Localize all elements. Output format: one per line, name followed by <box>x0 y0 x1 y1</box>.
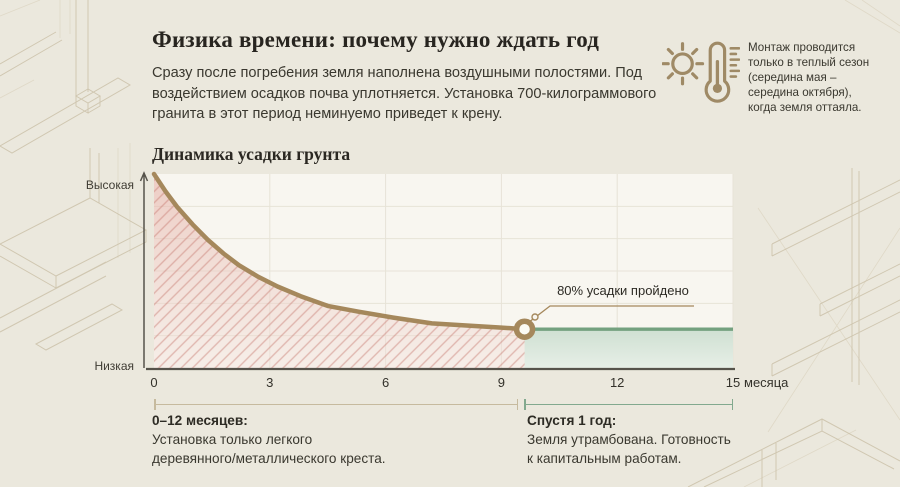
x-tick-label: 0 <box>150 375 158 390</box>
settlement-chart <box>139 171 735 371</box>
season-note: Монтаж проводится только в теплый сезон … <box>662 36 900 115</box>
annotation-leader-dot <box>531 313 539 321</box>
timeline-right-title: Спустя 1 год: <box>527 413 617 428</box>
timeline-right: Спустя 1 год: Земля утрамбована. Готовно… <box>527 413 777 469</box>
x-axis-unit: месяца <box>744 375 789 390</box>
x-tick-label: 12 <box>609 375 625 390</box>
chart-title: Динамика усадки грунта <box>152 144 351 164</box>
sun-icon <box>662 42 705 86</box>
chart-annotation: 80% усадки пройдено <box>557 283 689 298</box>
page-title: Физика времени: почему нужно ждать год <box>152 27 600 52</box>
settlement-curve <box>151 171 527 332</box>
y-axis-arrow <box>139 171 149 368</box>
milestone-marker <box>513 318 536 340</box>
timeline-left: 0–12 месяцев: Установка только легкого д… <box>152 413 482 469</box>
timeline-left-title: 0–12 месяцев: <box>152 413 248 428</box>
y-axis-label-low: Низкая <box>94 359 134 373</box>
x-tick-label: 9 <box>497 375 506 390</box>
x-tick-label: 3 <box>266 375 274 390</box>
x-tick-label: 6 <box>381 375 390 390</box>
timeline-left-text: Установка только легкого деревянного/мет… <box>152 432 386 466</box>
thermometer-icon <box>704 41 740 103</box>
sun-thermometer-icon <box>662 41 740 103</box>
x-tick-label: 15 <box>725 375 741 390</box>
timeline-bracket-left <box>154 399 518 410</box>
settlement-area-hatch <box>154 174 525 368</box>
page-description: Сразу после погребения земля наполнена в… <box>152 65 657 123</box>
timeline-right-text: Земля утрамбована. Готовность к капиталь… <box>527 432 731 466</box>
y-axis-label-high: Высокая <box>85 178 134 192</box>
green-zone <box>524 329 733 369</box>
timeline-bracket-right <box>524 399 733 410</box>
season-note-text: Монтаж проводится только в теплый сезон … <box>748 41 870 115</box>
